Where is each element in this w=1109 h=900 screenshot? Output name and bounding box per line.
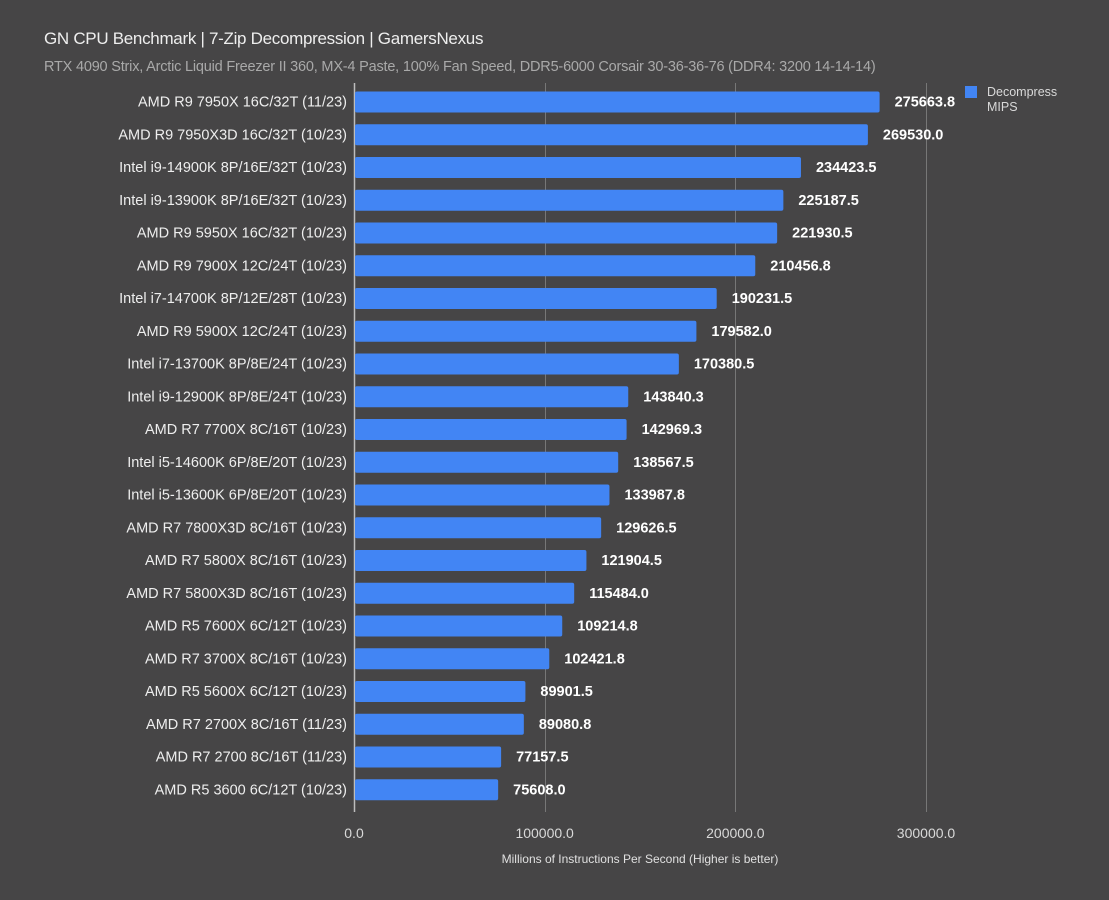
bar: [355, 124, 868, 146]
x-tick-label: 300000.0: [897, 825, 956, 841]
legend-label: Decompress MIPS: [987, 85, 1087, 115]
bar: [355, 681, 526, 702]
bar: [355, 288, 717, 309]
bar: [355, 222, 778, 244]
bars: [355, 91, 880, 801]
bar: [355, 648, 550, 670]
value-label: 210456.8: [770, 258, 830, 274]
category-label: AMD R9 7950X3D 16C/32T (10/23): [118, 127, 347, 143]
bar: [355, 451, 619, 473]
value-label: 275663.8: [895, 95, 955, 111]
bar: [355, 419, 627, 440]
category-label: AMD R7 7700X 8C/16T (10/23): [145, 422, 347, 438]
category-label: AMD R9 5900X 12C/24T (10/23): [137, 324, 347, 340]
bar: [355, 582, 575, 604]
value-label: 190231.5: [732, 291, 792, 307]
bar: [355, 320, 697, 342]
value-label: 89080.8: [539, 717, 591, 733]
bar: [355, 353, 679, 375]
value-label: 269530.0: [883, 127, 943, 143]
value-label: 121904.5: [601, 553, 661, 569]
bar: [355, 615, 563, 637]
category-label: Intel i7-14700K 8P/12E/28T (10/23): [119, 291, 347, 307]
bar: [355, 517, 602, 539]
value-labels: 275663.8 269530.0 234423.5 225187.5 221930.5…: [513, 95, 955, 799]
x-tick-label: 100000.0: [515, 825, 574, 841]
category-label: AMD R7 5800X3D 8C/16T (10/23): [126, 586, 347, 602]
category-label: AMD R7 5800X 8C/16T (10/23): [145, 553, 347, 569]
value-label: 75608.0: [513, 782, 565, 798]
x-axis-label: Millions of Instructions Per Second (Hig…: [502, 852, 779, 866]
value-label: 138567.5: [633, 455, 693, 471]
value-label: 225187.5: [798, 193, 858, 209]
chart-subtitle: RTX 4090 Strix, Arctic Liquid Freezer II…: [44, 59, 876, 75]
x-tick-labels: 0.0 100000.0 200000.0 300000.0: [344, 825, 955, 841]
value-label: 142969.3: [642, 422, 702, 438]
category-label: Intel i5-13600K 6P/8E/20T (10/23): [127, 488, 347, 504]
category-label: Intel i9-13900K 8P/16E/32T (10/23): [119, 193, 347, 209]
bar: [355, 713, 524, 735]
chart-title: GN CPU Benchmark | 7-Zip Decompression |…: [44, 29, 484, 48]
bar: [355, 779, 499, 801]
x-tick-label: 0.0: [344, 825, 364, 841]
value-label: 170380.5: [694, 357, 754, 373]
bar: [355, 189, 784, 211]
value-label: 77157.5: [516, 750, 568, 766]
value-label: 109214.8: [577, 619, 637, 635]
category-label: Intel i9-14900K 8P/16E/32T (10/23): [119, 160, 347, 176]
category-label: Intel i9-12900K 8P/8E/24T (10/23): [127, 389, 347, 405]
value-label: 115484.0: [589, 586, 649, 602]
category-label: AMD R5 3600 6C/12T (10/23): [155, 782, 347, 798]
bar: [355, 91, 880, 113]
legend-label-line2: MIPS: [987, 100, 1018, 114]
legend-label-line1: Decompress: [987, 85, 1058, 99]
category-label: AMD R7 2700X 8C/16T (11/23): [146, 717, 347, 733]
category-label: AMD R9 5950X 16C/32T (10/23): [137, 226, 347, 242]
value-label: 102421.8: [564, 651, 624, 667]
value-label: 129626.5: [616, 520, 676, 536]
legend: Decompress MIPS: [965, 85, 1087, 115]
bar: [355, 255, 756, 277]
bar: [355, 484, 610, 506]
category-label: AMD R9 7950X 16C/32T (11/23): [138, 95, 347, 111]
x-tick-label: 200000.0: [706, 825, 765, 841]
legend-swatch: [965, 86, 977, 98]
category-label: AMD R7 2700 8C/16T (11/23): [156, 750, 347, 766]
category-label: AMD R5 7600X 6C/12T (10/23): [145, 619, 347, 635]
category-label: Intel i7-13700K 8P/8E/24T (10/23): [127, 357, 347, 373]
category-label: AMD R7 3700X 8C/16T (10/23): [145, 651, 347, 667]
category-label: AMD R5 5600X 6C/12T (10/23): [145, 684, 347, 700]
value-label: 133987.8: [624, 488, 684, 504]
value-label: 221930.5: [792, 226, 852, 242]
bar: [355, 746, 502, 768]
category-label: AMD R9 7900X 12C/24T (10/23): [137, 258, 347, 274]
value-label: 89901.5: [540, 684, 592, 700]
bar: [355, 386, 629, 408]
category-label: Intel i5-14600K 6P/8E/20T (10/23): [127, 455, 347, 471]
bar: [355, 157, 801, 178]
category-label: AMD R7 7800X3D 8C/16T (10/23): [126, 520, 347, 536]
value-label: 234423.5: [816, 160, 876, 176]
category-labels: AMD R9 7950X 16C/32T (11/23) AMD R9 7950X…: [118, 95, 347, 799]
value-label: 143840.3: [643, 389, 703, 405]
bar: [355, 550, 587, 571]
value-label: 179582.0: [711, 324, 771, 340]
